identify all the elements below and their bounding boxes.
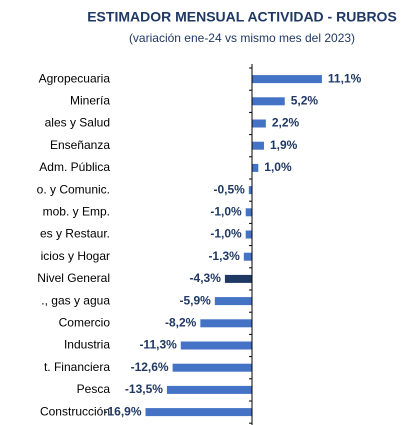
value-label: 5,2% [291, 93, 319, 107]
bar [252, 141, 264, 150]
value-label: -1,3% [208, 249, 240, 263]
chart-subtitle: (variación ene-24 vs mismo mes del 2023) [129, 31, 355, 45]
value-label: -5,9% [179, 293, 211, 307]
bar [214, 297, 252, 306]
value-label: -0,5% [213, 182, 245, 196]
category-label: o. y Comunic. [37, 182, 110, 196]
category-label: Minería [70, 93, 110, 107]
bar [252, 119, 266, 128]
value-label: -1,0% [210, 227, 242, 241]
bar [252, 163, 259, 172]
value-label: 1,9% [270, 138, 298, 152]
bar [172, 363, 252, 372]
value-label: -8,2% [165, 315, 197, 329]
category-label: Comercio [59, 315, 111, 329]
bar [252, 97, 285, 106]
bar [245, 208, 252, 217]
bar [245, 230, 252, 239]
value-label: 2,2% [272, 116, 300, 130]
category-label: mob. y Emp. [43, 204, 110, 218]
category-label: es y Restaur. [40, 227, 110, 241]
category-label: Industria [64, 338, 110, 352]
value-label: -1,0% [210, 204, 242, 218]
bar [180, 341, 252, 350]
value-label: 1,0% [264, 160, 292, 174]
value-label: 11,1% [328, 71, 362, 85]
category-label: Agropecuaria [39, 71, 111, 85]
category-label: Enseñanza [50, 138, 110, 152]
bar [166, 385, 252, 394]
category-label: Construcción [40, 404, 110, 418]
bar [224, 274, 252, 283]
value-label: -4,3% [190, 271, 222, 285]
category-label: ales y Salud [45, 116, 110, 130]
value-label: -11,3% [139, 338, 177, 352]
bar [248, 186, 252, 195]
category-label: t. Financiera [44, 360, 110, 374]
category-label: Pesca [77, 382, 111, 396]
category-label: Nivel General [37, 271, 110, 285]
chart-title: ESTIMADOR MENSUAL ACTIVIDAD - RUBROS [87, 9, 397, 25]
bar [200, 319, 252, 328]
category-label: icios y Hogar [41, 249, 110, 263]
value-label: -12,6% [131, 360, 169, 374]
category-label: ., gas y agua [41, 293, 110, 307]
value-label: -16,9% [103, 404, 141, 418]
bar [243, 252, 252, 261]
bar [252, 75, 322, 84]
value-label: -13,5% [125, 382, 163, 396]
category-label: Adm. Pública [39, 160, 110, 174]
bar [145, 408, 252, 417]
